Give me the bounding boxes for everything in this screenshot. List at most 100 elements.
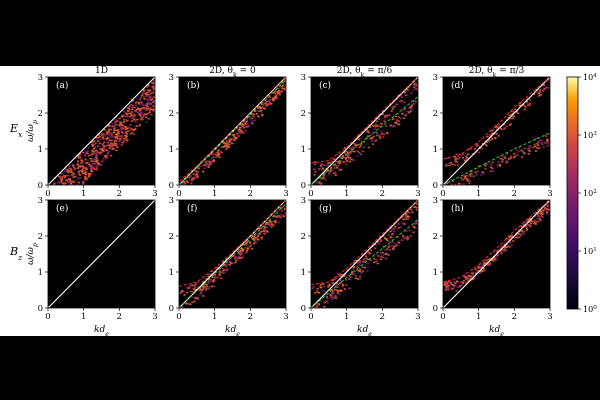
heatmap-cell xyxy=(369,259,372,261)
heatmap-cell xyxy=(481,270,484,272)
heatmap-cell xyxy=(508,246,511,248)
heatmap-cell xyxy=(209,159,212,161)
heatmap-cell xyxy=(372,261,376,264)
heatmap-cell xyxy=(92,144,95,146)
heatmap-cell xyxy=(111,148,115,150)
heatmap-cell xyxy=(252,242,255,245)
heatmap-cell xyxy=(91,172,94,174)
heatmap-cell xyxy=(215,152,218,154)
y-tick-label: 3 xyxy=(169,73,174,83)
y-tick-label: 2 xyxy=(433,232,438,242)
heatmap-cell xyxy=(223,264,226,266)
heatmap-cell xyxy=(129,113,132,115)
heatmap-cell xyxy=(526,104,529,106)
heatmap-cell xyxy=(95,138,99,141)
y-axis-label: ω/ωp xyxy=(26,243,39,265)
heatmap-cell xyxy=(339,160,342,163)
heatmap-cell xyxy=(464,276,467,279)
colorbar-tick-label: 102 xyxy=(583,189,597,198)
heatmap-cell xyxy=(118,123,122,125)
heatmap-cell xyxy=(262,230,266,232)
heatmap-cell xyxy=(95,152,98,154)
heatmap-cell xyxy=(102,145,105,148)
heatmap-cell xyxy=(122,128,125,130)
heatmap-cell xyxy=(333,285,337,288)
heatmap-cell xyxy=(116,146,119,148)
heatmap-cell xyxy=(193,289,197,291)
heatmap-cell xyxy=(390,233,394,236)
heatmap-cell xyxy=(93,156,96,159)
heatmap-cell xyxy=(237,248,240,251)
heatmap-cell xyxy=(63,170,66,173)
heatmap-cell xyxy=(84,154,87,157)
heatmap-cell xyxy=(128,112,131,115)
heatmap-cell xyxy=(409,107,412,110)
heatmap-cell xyxy=(394,225,397,228)
heatmap-cell xyxy=(99,137,102,140)
column-title: 2D, θk = 0 xyxy=(209,66,256,79)
row-label: Bz xyxy=(9,245,23,262)
heatmap-cell xyxy=(505,237,508,240)
heatmap-cell xyxy=(260,107,263,109)
heatmap-cell xyxy=(474,268,477,271)
heatmap-cell xyxy=(106,132,109,135)
panel-label: (h) xyxy=(451,203,464,214)
heatmap-cell xyxy=(85,162,88,165)
heatmap-cell xyxy=(148,98,152,100)
heatmap-cell xyxy=(357,261,360,264)
heatmap-cell xyxy=(241,256,244,258)
heatmap-cell xyxy=(131,101,134,104)
heatmap-cell xyxy=(499,163,502,166)
heatmap-cell xyxy=(93,158,96,160)
heatmap-cell xyxy=(220,277,223,279)
heatmap-cell xyxy=(64,182,67,184)
heatmap-cell xyxy=(402,223,405,225)
heatmap-cell xyxy=(379,252,382,254)
heatmap-cell xyxy=(462,182,465,184)
heatmap-cell xyxy=(356,269,359,271)
heatmap-cell xyxy=(76,160,79,163)
heatmap-cell xyxy=(534,215,537,217)
heatmap-cell xyxy=(150,86,153,89)
colorbar-tick-label: 104 xyxy=(583,73,597,82)
heatmap-cell xyxy=(81,172,84,175)
heatmap-cell xyxy=(182,290,185,293)
heatmap-cell xyxy=(215,156,218,158)
heatmap-cell xyxy=(395,104,398,106)
heatmap-cell xyxy=(264,227,267,230)
heatmap-cell xyxy=(472,175,475,178)
heatmap-cell xyxy=(195,170,198,172)
heatmap-cell xyxy=(228,260,231,263)
heatmap-cell xyxy=(115,129,118,132)
heatmap-cell xyxy=(94,160,97,163)
heatmap-cell xyxy=(503,250,506,252)
heatmap-cell xyxy=(134,119,138,121)
heatmap-cell xyxy=(116,144,120,146)
heatmap-cell xyxy=(351,148,354,151)
heatmap-cell xyxy=(406,89,409,91)
heatmap-cell xyxy=(348,156,351,158)
heatmap-cell xyxy=(520,234,523,237)
heatmap-cell xyxy=(270,225,273,228)
heatmap-cell xyxy=(133,115,136,117)
heatmap-cell xyxy=(93,144,96,147)
heatmap-cell xyxy=(108,132,111,134)
heatmap-cell xyxy=(462,183,465,185)
white-solid-curve xyxy=(178,199,287,309)
heatmap-cell xyxy=(220,151,223,154)
heatmap-cell xyxy=(470,172,473,175)
heatmap-cell xyxy=(536,214,540,216)
heatmap-cell xyxy=(460,284,463,287)
heatmap-cell xyxy=(454,281,457,284)
heatmap-cell xyxy=(91,160,94,163)
heatmap-cell xyxy=(362,140,366,143)
panel-frame xyxy=(442,199,551,309)
heatmap-cell xyxy=(90,141,93,144)
heatmap-cell xyxy=(330,160,334,163)
heatmap-cell xyxy=(96,167,99,170)
heatmap-cell xyxy=(249,119,252,122)
heatmap-cell xyxy=(201,281,205,284)
heatmap-cell xyxy=(102,142,105,145)
heatmap-cell xyxy=(244,242,247,245)
heatmap-cell xyxy=(183,183,187,185)
